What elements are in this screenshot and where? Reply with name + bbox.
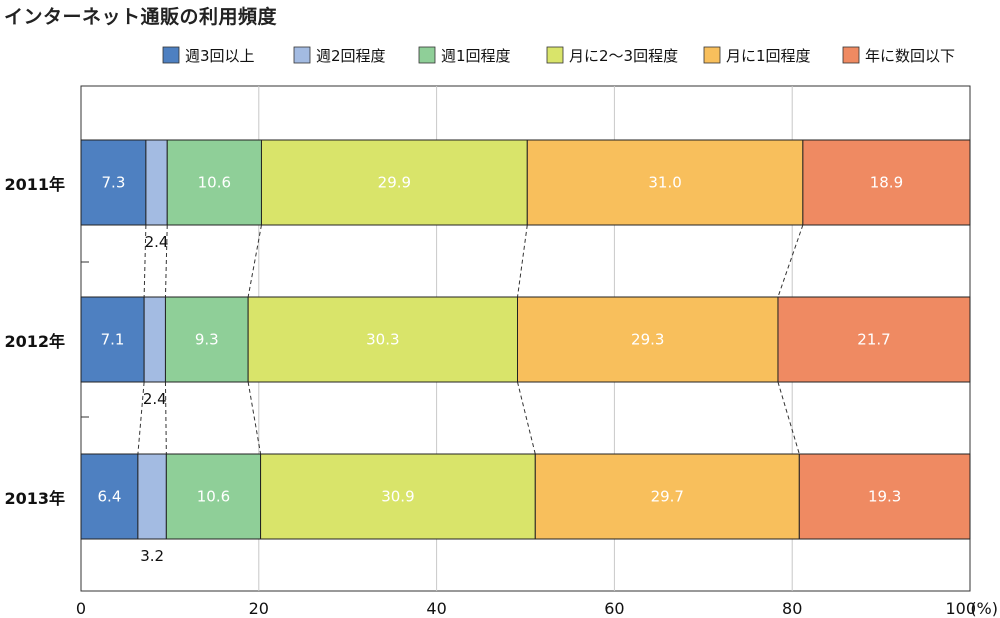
connector-line xyxy=(517,381,536,455)
chart-title: インターネット通販の利用頻度 xyxy=(4,6,278,28)
bar-segment xyxy=(534,453,800,540)
data-label: 18.9 xyxy=(870,174,903,192)
connector-line xyxy=(247,381,262,455)
data-label: 7.3 xyxy=(102,174,126,192)
bar-segment xyxy=(80,296,145,383)
data-label: 7.1 xyxy=(101,331,125,349)
connector-line xyxy=(777,224,804,298)
category-label: 2012年 xyxy=(4,332,65,351)
legend-label: 週3回以上 xyxy=(185,47,255,65)
legend-swatch xyxy=(162,46,180,64)
connector-line xyxy=(137,381,145,455)
legend-label: 年に数回以下 xyxy=(865,47,955,65)
x-tick-label: 20 xyxy=(249,599,269,618)
connector-line xyxy=(164,224,168,298)
data-label: 30.3 xyxy=(366,331,399,349)
data-label: 6.4 xyxy=(98,488,122,506)
data-label: 10.6 xyxy=(198,174,231,192)
bar-segment xyxy=(247,296,518,383)
legend-swatch xyxy=(842,46,860,64)
data-label: 29.9 xyxy=(378,174,411,192)
data-label: 9.3 xyxy=(195,331,219,349)
bar-segment xyxy=(777,296,971,383)
bar-segment xyxy=(164,296,249,383)
category-label: 2011年 xyxy=(4,175,65,194)
bar-segment xyxy=(802,139,971,226)
data-label: 29.7 xyxy=(651,488,684,506)
connector-line xyxy=(247,224,262,298)
data-label: 2.4 xyxy=(145,233,169,251)
legend-label: 月に2〜3回程度 xyxy=(569,47,678,65)
bar-segment xyxy=(137,453,167,540)
legend-swatch xyxy=(703,46,721,64)
data-label: 30.9 xyxy=(381,488,414,506)
legend-swatch xyxy=(546,46,564,64)
x-tick-label: 0 xyxy=(76,599,86,618)
data-label: 31.0 xyxy=(648,174,681,192)
legend-swatch xyxy=(418,46,436,64)
x-tick-label: 80 xyxy=(782,599,802,618)
connector-line xyxy=(517,224,528,298)
bar-segment xyxy=(80,453,139,540)
bar-segment xyxy=(143,296,166,383)
x-tick-label: 100 xyxy=(945,599,976,618)
connector-line xyxy=(777,381,800,455)
bar-segment xyxy=(798,453,971,540)
bar-segment xyxy=(145,139,168,226)
x-tick-label: 60 xyxy=(604,599,624,618)
data-label: 3.2 xyxy=(140,547,164,565)
bar-segment xyxy=(165,453,262,540)
data-label: 19.3 xyxy=(868,488,901,506)
data-label: 2.4 xyxy=(143,390,167,408)
bar-segment xyxy=(80,139,147,226)
x-axis-unit: (%) xyxy=(970,599,998,618)
bar-segment xyxy=(260,453,536,540)
bar-segment xyxy=(166,139,262,226)
data-label: 10.6 xyxy=(197,488,230,506)
legend-label: 週2回程度 xyxy=(316,47,386,65)
data-label: 21.7 xyxy=(857,331,890,349)
category-label: 2013年 xyxy=(4,489,65,508)
legend-swatch xyxy=(293,46,311,64)
legend-label: 月に1回程度 xyxy=(726,47,811,65)
x-tick-label: 40 xyxy=(426,599,446,618)
connector-line xyxy=(164,381,167,455)
connector-line xyxy=(143,224,147,298)
legend-label: 週1回程度 xyxy=(441,47,511,65)
data-label: 29.3 xyxy=(631,331,664,349)
